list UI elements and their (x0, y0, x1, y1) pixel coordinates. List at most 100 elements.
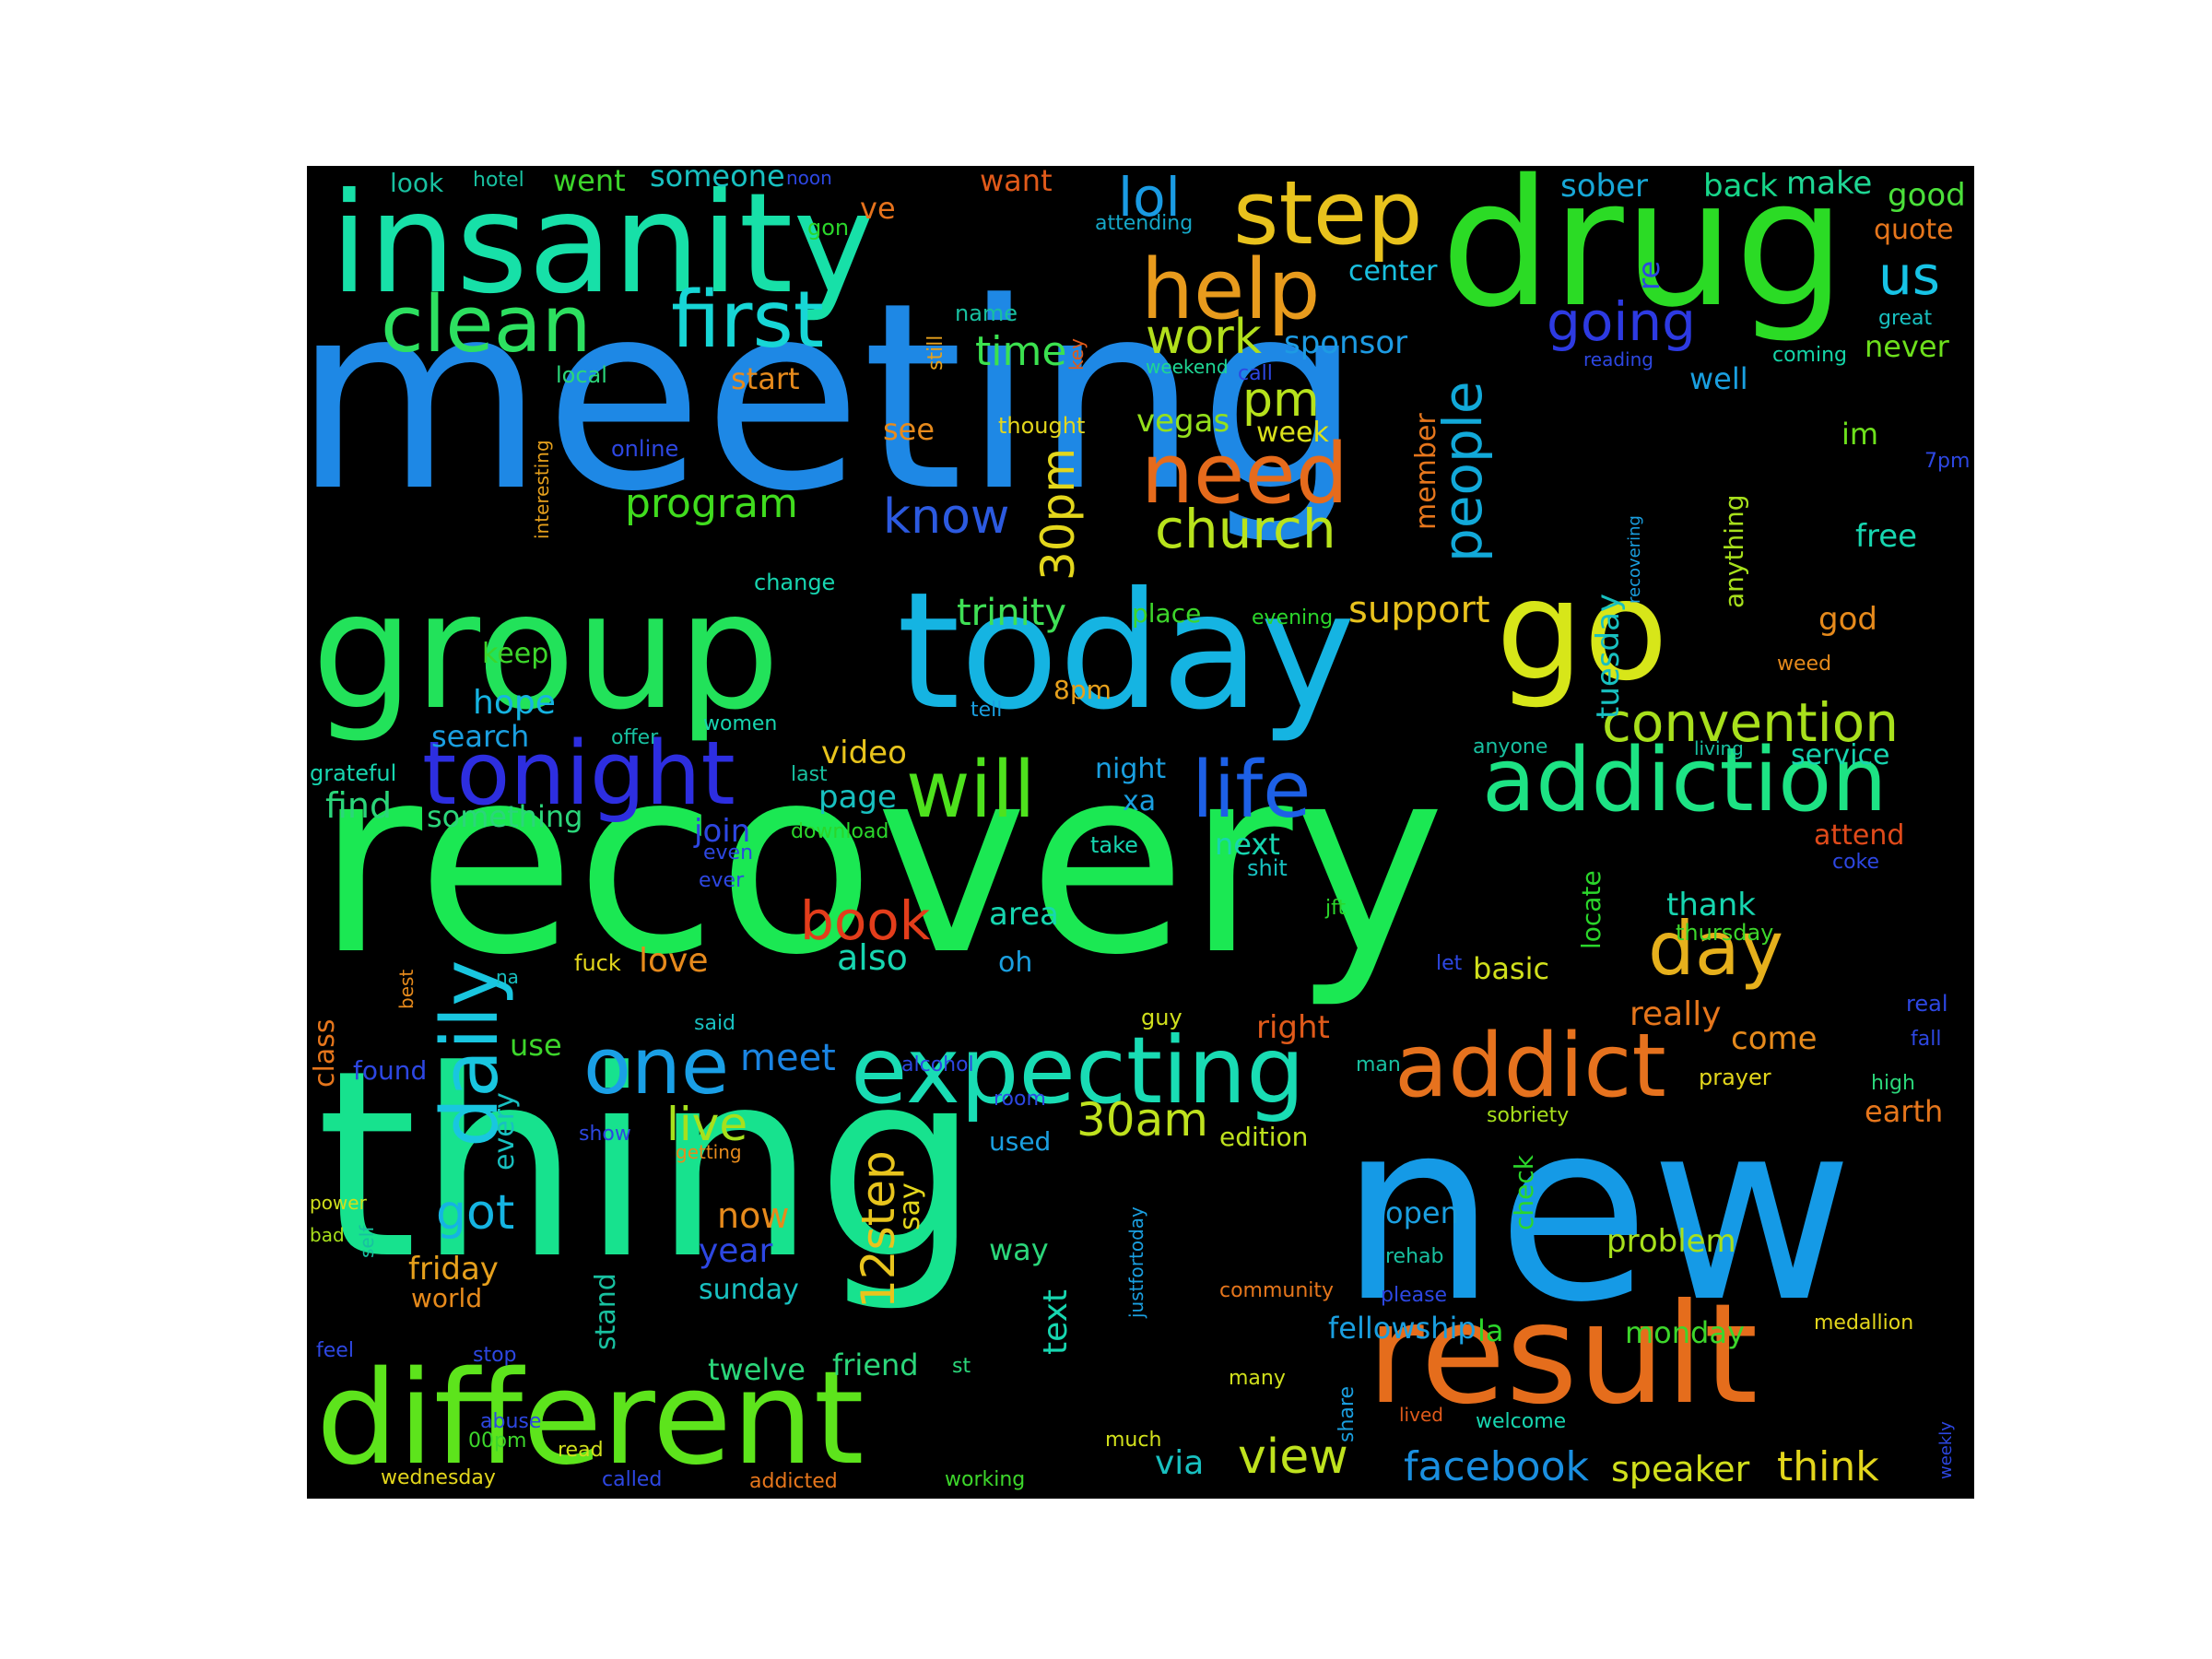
word: look (390, 168, 444, 198)
word: love (639, 942, 709, 980)
word: thought (998, 413, 1086, 439)
word: also (837, 937, 908, 978)
word: page (818, 779, 897, 816)
word: fuck (574, 950, 621, 976)
word: search (431, 719, 530, 754)
word: hotel (473, 169, 524, 192)
word: church (1155, 498, 1336, 560)
word: keep (482, 638, 549, 670)
word: god (1818, 601, 1877, 638)
word: now (717, 1195, 790, 1236)
word: people (1431, 381, 1494, 562)
word: first (671, 275, 825, 366)
word: member (1410, 413, 1442, 530)
word: show (579, 1123, 631, 1146)
word: expecting (851, 1017, 1305, 1124)
word: went (553, 166, 626, 198)
word: edition (1219, 1122, 1309, 1152)
word: wednesday (381, 1466, 496, 1489)
word: ever (699, 869, 745, 892)
word: said (694, 1012, 736, 1035)
word: last (791, 763, 828, 786)
word: different (316, 1344, 865, 1494)
word: man (1356, 1053, 1401, 1077)
word: program (625, 480, 798, 527)
word: coke (1832, 851, 1880, 874)
word: locate (1576, 870, 1606, 949)
word: video (821, 735, 907, 771)
word: justfortoday (1125, 1206, 1147, 1318)
word: grateful (310, 760, 397, 786)
word: addicted (749, 1470, 838, 1493)
word: view (1238, 1430, 1348, 1485)
word: clean (381, 279, 592, 371)
word: will (906, 745, 1036, 836)
word: good (1888, 177, 1966, 214)
word: thank (1666, 887, 1756, 924)
word: area (989, 896, 1059, 933)
word: right (1256, 1009, 1330, 1046)
word: alcohol (901, 1053, 974, 1077)
word: living (1694, 737, 1744, 759)
word: one (583, 1021, 730, 1112)
word: know (883, 489, 1010, 545)
word: weekly (1936, 1421, 1956, 1479)
word: attend (1814, 819, 1905, 852)
word: feel (316, 1339, 354, 1362)
word: stand (590, 1273, 622, 1350)
word: take (1090, 832, 1138, 858)
word: open (1385, 1195, 1459, 1230)
word: trinity (957, 592, 1067, 634)
word: us (1878, 244, 1940, 307)
word: weed (1777, 653, 1832, 676)
word: thursday (1676, 920, 1774, 946)
word: week (1256, 417, 1329, 449)
word: result (1367, 1275, 1759, 1435)
word: next (1215, 827, 1280, 862)
word: call (1238, 362, 1273, 385)
word: world (411, 1283, 483, 1313)
word: self (356, 1225, 378, 1258)
word: thing (316, 1016, 981, 1316)
word: 00pm (468, 1430, 527, 1453)
word: every (488, 1092, 521, 1171)
word: meeting (307, 248, 1363, 548)
word: time (975, 328, 1067, 375)
word: 30pm (1031, 447, 1085, 581)
word: need (1141, 426, 1348, 523)
word: well (1689, 361, 1748, 396)
word: interesting (531, 440, 553, 539)
word: use (510, 1028, 562, 1063)
word: anything (1719, 494, 1749, 609)
word: earth (1865, 1094, 1944, 1129)
word: make (1786, 166, 1873, 202)
word: many (1229, 1367, 1286, 1390)
word: say (894, 1182, 926, 1230)
word: free (1855, 518, 1918, 555)
word: addiction (1482, 730, 1888, 831)
word: prayer (1699, 1065, 1771, 1090)
word: lived (1399, 1404, 1443, 1426)
word: 30am (1077, 1093, 1208, 1147)
word: new (1339, 1066, 1854, 1357)
word: tuesday (1590, 593, 1627, 719)
word: attending (1095, 212, 1194, 235)
word: xa (1123, 785, 1157, 818)
word: still (924, 335, 947, 371)
word: gon (807, 215, 850, 241)
word: via (1155, 1444, 1205, 1482)
word: 7pm (1924, 450, 1971, 473)
word: convention (1602, 691, 1900, 754)
word: someone (650, 166, 785, 194)
word: want (980, 166, 1053, 198)
word: day (1648, 906, 1784, 992)
word: night (1095, 753, 1167, 785)
word: jft (1325, 897, 1347, 920)
word: facebook (1404, 1443, 1589, 1490)
word: medallion (1814, 1312, 1914, 1335)
word: weekend (1146, 356, 1229, 378)
word: center (1348, 255, 1438, 288)
word: coming (1772, 344, 1848, 367)
word: rehab (1385, 1245, 1444, 1268)
word: getting (676, 1141, 742, 1163)
